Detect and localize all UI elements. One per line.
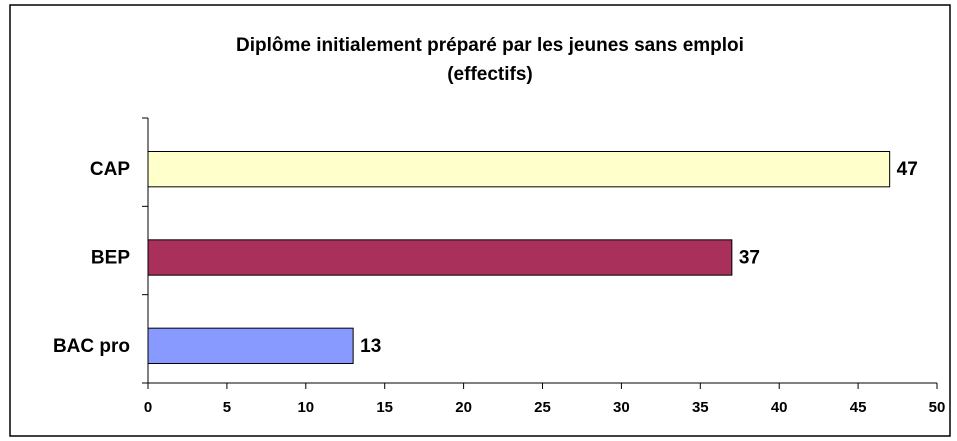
bar bbox=[147, 327, 354, 364]
chart-subtitle: (effectifs) bbox=[447, 64, 533, 85]
x-tick-label: 40 bbox=[771, 399, 788, 416]
x-tick-label: 15 bbox=[376, 399, 393, 416]
y-tick-label: BEP bbox=[91, 248, 130, 269]
x-tick-label: 20 bbox=[455, 399, 472, 416]
value-label: 37 bbox=[739, 248, 760, 269]
x-tick-label: 35 bbox=[692, 399, 709, 416]
x-tick-label: 45 bbox=[850, 399, 867, 416]
x-tick-label: 50 bbox=[929, 399, 946, 416]
y-tick-label: CAP bbox=[90, 159, 130, 180]
y-tick-label: BAC pro bbox=[53, 336, 130, 357]
x-tick-label: 0 bbox=[144, 399, 152, 416]
chart-title: Diplôme initialement préparé par les jeu… bbox=[236, 35, 744, 56]
x-tick-label: 5 bbox=[223, 399, 231, 416]
value-label: 13 bbox=[360, 336, 381, 357]
bar bbox=[147, 151, 891, 188]
x-tick-label: 30 bbox=[613, 399, 630, 416]
x-tick-label: 10 bbox=[297, 399, 314, 416]
chart-frame bbox=[9, 4, 951, 437]
bar bbox=[147, 239, 733, 276]
value-label: 47 bbox=[897, 159, 918, 180]
x-tick-label: 25 bbox=[534, 399, 551, 416]
